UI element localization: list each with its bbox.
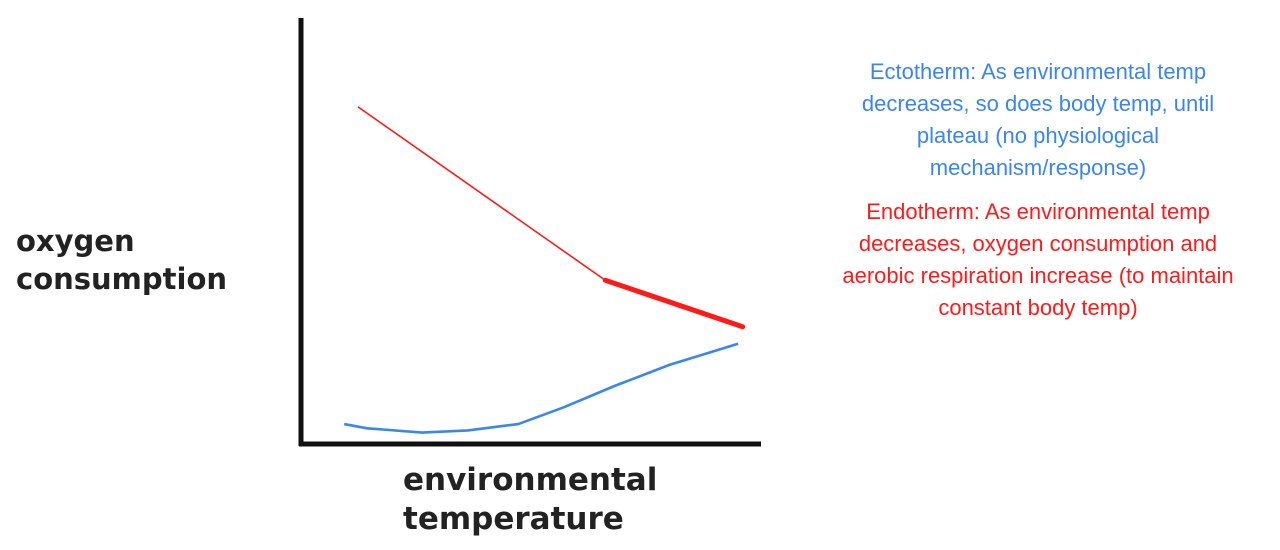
x-axis-label-line-2: temperature [403, 501, 624, 537]
ectotherm-line [343, 342, 739, 434]
endotherm-line-segment-thin [357, 106, 606, 281]
y-axis-label-line-2: consumption [16, 262, 227, 296]
annotations-panel: Ectotherm: As environmental temp decreas… [826, 56, 1250, 336]
endotherm-annotation: Endotherm: As environmental temp decreas… [842, 199, 1234, 320]
ectotherm-annotation: Ectotherm: As environmental temp decreas… [861, 59, 1215, 180]
endotherm-line-segment-thick [602, 277, 746, 330]
x-axis-label-line-1: environmental [403, 462, 657, 498]
series-layer [343, 106, 746, 434]
y-axis-label-line-1: oxygen [16, 224, 135, 258]
